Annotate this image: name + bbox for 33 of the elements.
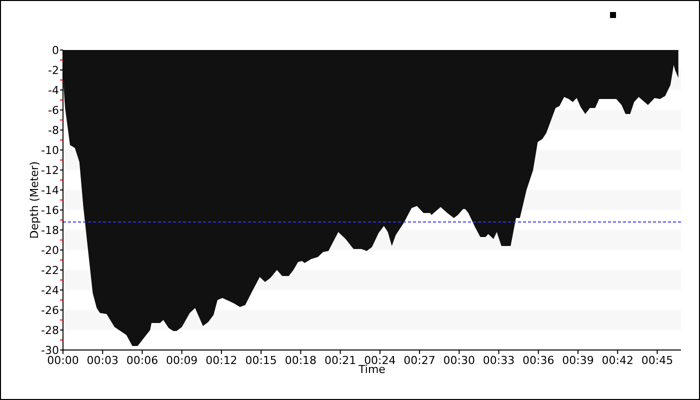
y-tick-label: -10 (41, 144, 59, 157)
x-tick-label: 00:00 (47, 354, 79, 367)
y-tick-label: -16 (41, 204, 59, 217)
y-tick-label: -2 (48, 64, 59, 77)
x-tick-label: 00:45 (641, 354, 674, 367)
y-tick-label: -6 (48, 104, 59, 117)
y-tick-label: -12 (41, 164, 59, 177)
x-tick-label: 00:33 (482, 354, 515, 367)
y-tick-label: -26 (41, 304, 59, 317)
x-tick-label: 00:39 (562, 354, 594, 367)
x-tick-label: 00:18 (284, 354, 317, 367)
y-tick-label: -28 (41, 324, 59, 337)
x-tick-label: 00:27 (404, 354, 436, 367)
y-tick-label: -18 (41, 224, 59, 237)
y-tick-label: -22 (41, 264, 59, 277)
x-tick-label: 00:30 (443, 354, 476, 367)
y-tick-label: -20 (41, 244, 59, 257)
y-tick-label: -14 (41, 184, 59, 197)
x-tick-label: 00:03 (86, 354, 118, 367)
x-tick-label: 00:12 (206, 354, 238, 367)
x-tick-label: 00:06 (126, 354, 158, 367)
x-axis-title: Time (358, 363, 386, 376)
x-tick-label: 00:15 (245, 354, 277, 367)
y-axis-title: Depth (Meter) (28, 161, 41, 239)
x-tick-label: 00:21 (324, 354, 356, 367)
y-tick-label: -24 (41, 284, 59, 297)
y-tick-label: -8 (48, 124, 59, 137)
y-tick-label: 0 (52, 44, 59, 57)
y-tick-label: -30 (41, 344, 59, 357)
x-tick-label: 00:36 (522, 354, 554, 367)
x-tick-label: 00:42 (602, 354, 634, 367)
y-tick-label: -4 (48, 84, 59, 97)
x-tick-label: 00:09 (166, 354, 198, 367)
